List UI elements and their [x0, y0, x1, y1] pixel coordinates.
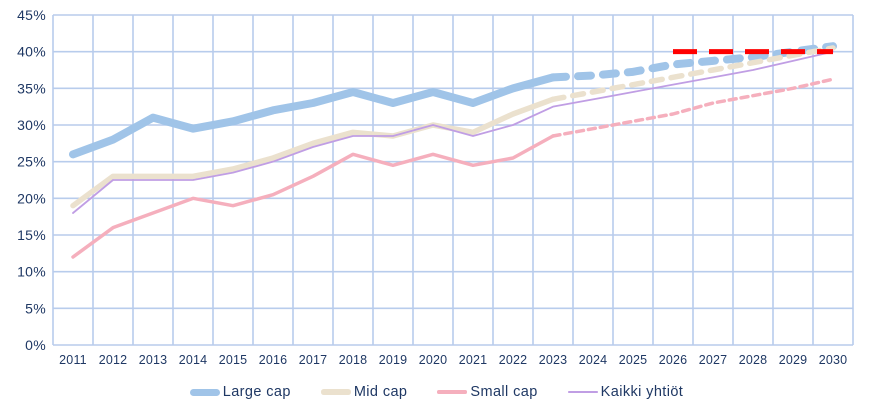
y-tick-label: 40% — [17, 44, 46, 60]
x-tick-label: 2028 — [739, 353, 768, 367]
x-tick-label: 2025 — [619, 353, 648, 367]
x-tick-label: 2029 — [779, 353, 808, 367]
y-tick-label: 20% — [17, 190, 46, 206]
x-tick-label: 2017 — [299, 353, 328, 367]
x-tick-label: 2011 — [59, 353, 87, 367]
x-tick-label: 2016 — [259, 353, 288, 367]
y-tick-label: 0% — [25, 337, 46, 353]
plot-area: 0% 5% 10% 15% 20% 25% 30% 35% 40% 45% 2011 2012 2013… — [17, 7, 854, 367]
series-large-cap-line — [69, 73, 557, 159]
series-mid-cap-forecast-line — [550, 45, 836, 103]
series-small-cap-forecast-line — [551, 77, 835, 138]
y-tick-label: 35% — [17, 80, 46, 96]
small-cap-line-swatch — [437, 390, 468, 394]
y-tick-label: 25% — [17, 154, 46, 170]
y-tick-label: 45% — [17, 7, 46, 23]
x-tick-label: 2030 — [819, 353, 848, 367]
x-tick-label: 2015 — [219, 353, 248, 367]
x-tick-label: 2012 — [99, 353, 128, 367]
chart-legend: Large cap Mid cap Small cap Kaikki yhtiö… — [0, 379, 873, 405]
y-tick-label: 15% — [17, 227, 46, 243]
kaikki-yhtiot-line-swatch — [567, 391, 598, 393]
series-small-cap-line — [71, 134, 555, 259]
y-tick-label: 30% — [17, 117, 46, 133]
legend-label-small-cap: Small cap — [470, 384, 538, 400]
legend-item-mid-cap: Mid cap — [320, 384, 408, 400]
x-tick-label: 2019 — [379, 353, 408, 367]
x-tick-label: 2026 — [659, 353, 688, 367]
x-tick-label: 2023 — [539, 353, 568, 367]
series-mid-cap-line — [70, 96, 556, 209]
x-tick-label: 2027 — [699, 353, 728, 367]
x-tick-label: 2022 — [499, 353, 528, 367]
y-tick-label: 10% — [17, 264, 46, 280]
x-tick-label: 2018 — [339, 353, 368, 367]
x-tick-label: 2020 — [419, 353, 448, 367]
legend-label-mid-cap: Mid cap — [353, 384, 408, 400]
legend-item-kaikki-yhtiot: Kaikki yhtiöt — [567, 384, 684, 400]
legend-label-large-cap: Large cap — [222, 384, 291, 400]
x-tick-label: 2013 — [139, 353, 168, 367]
series-kaikki-yhti-t-line — [72, 50, 834, 214]
x-tick-label: 2024 — [579, 353, 608, 367]
mid-cap-line-swatch — [320, 389, 351, 395]
legend-label-kaikki-yhtiot: Kaikki yhtiöt — [600, 384, 684, 400]
x-tick-label: 2021 — [459, 353, 488, 367]
legend-item-small-cap: Small cap — [437, 384, 537, 400]
large-cap-line-swatch — [189, 388, 220, 396]
legend-item-large-cap: Large cap — [189, 384, 291, 400]
x-tick-label: 2014 — [179, 353, 208, 367]
y-tick-label: 5% — [25, 300, 46, 316]
